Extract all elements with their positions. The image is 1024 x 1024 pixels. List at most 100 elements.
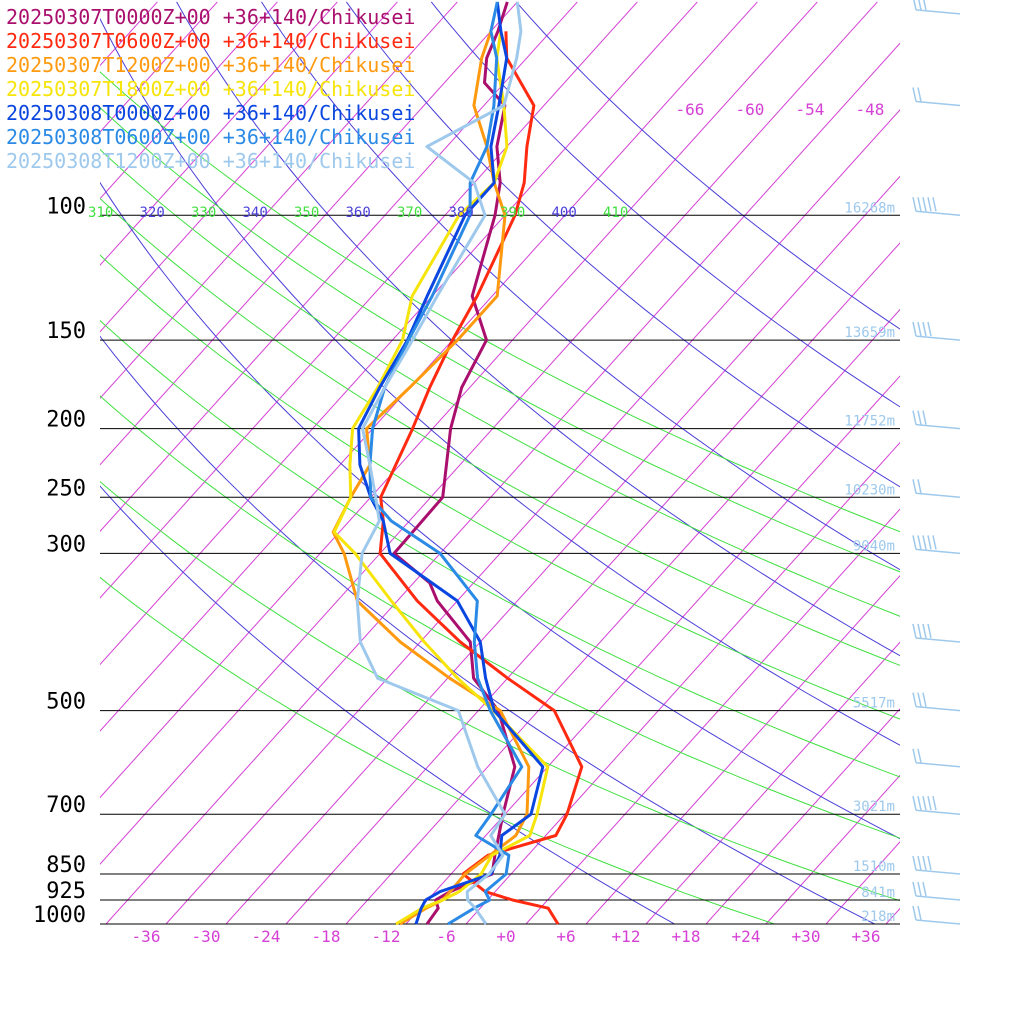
- height-label: 11752m: [844, 414, 895, 430]
- wind-barb-flag: [923, 0, 927, 11]
- wind-barb-flag: [922, 855, 927, 871]
- legend-entry: 20250308T0600Z+00 +36+140/Chikusei: [6, 125, 415, 149]
- isotherm-line: [525, 508, 900, 924]
- height-label: 10230m: [844, 482, 895, 498]
- theta-label: 350: [294, 205, 319, 221]
- isotherm-lines: [100, 1, 900, 924]
- pressure-tick-label: 200: [46, 408, 86, 433]
- theta-label: 320: [140, 205, 165, 221]
- temperature-tick-label: +36: [852, 927, 881, 946]
- legend-entry: 20250307T1800Z+00 +36+140/Chikusei: [6, 77, 415, 101]
- temperature-tick-label: +24: [732, 927, 761, 946]
- isotherm-line: [100, 1, 278, 200]
- height-label: 841m: [861, 885, 895, 901]
- temperature-tick-label: -30: [192, 927, 221, 946]
- wind-barb-staff: [915, 809, 961, 815]
- dry-adiabat-line: [176, 1, 900, 657]
- dry-adiabat-line: [261, 1, 900, 571]
- height-label: 3021m: [853, 799, 895, 815]
- dry-adiabat-line: [100, 181, 900, 840]
- wind-barb-flag: [932, 197, 937, 212]
- moist-adiabat-line: [100, 106, 900, 573]
- temperature-tick-label: -36: [132, 927, 161, 946]
- temperature-tick-label: +30: [792, 927, 821, 946]
- wind-barb-flag: [917, 748, 922, 763]
- isotherm-line: [105, 42, 900, 924]
- wind-barb-flag: [922, 692, 927, 707]
- wind-barb-flag: [913, 0, 917, 11]
- isotherm-line: [405, 375, 900, 924]
- wind-barb-flag: [917, 197, 922, 212]
- dry-adiabat-line: [100, 485, 675, 924]
- wind-barb-staff: [915, 335, 961, 341]
- moist-adiabat-line: [100, 71, 900, 533]
- height-label: 5517m: [853, 696, 895, 712]
- isotherm-line: [100, 1, 758, 732]
- isotherm-line: [825, 841, 900, 924]
- wind-barb-staff: [915, 895, 961, 901]
- potential-temperature-lines: [100, 1, 900, 924]
- theta-label: 360: [346, 205, 371, 221]
- isotherm-line: [885, 907, 900, 924]
- theta-label: 400: [552, 205, 577, 221]
- legend-entry: 20250307T1200Z+00 +36+140/Chikusei: [6, 53, 415, 77]
- wind-barb-flag: [927, 535, 932, 550]
- wind-barb-flag: [917, 796, 922, 811]
- wind-barb-flag: [912, 881, 917, 897]
- moist-adiabat-line: [100, 576, 775, 924]
- wind-barb-flag: [922, 197, 927, 212]
- isotherm-line: [100, 1, 398, 333]
- pressure-tick-label: 500: [46, 690, 86, 715]
- pressure-tick-label: 1000: [33, 903, 86, 928]
- legend-entry: 20250308T0000Z+00 +36+140/Chikusei: [6, 101, 415, 125]
- wind-barb-staff: [915, 9, 961, 15]
- wind-barb-flag: [917, 905, 922, 921]
- isotherm-label: -60: [736, 100, 765, 119]
- wind-barb-flag: [917, 535, 922, 550]
- temperature-tick-label: -6: [436, 927, 455, 946]
- wind-barb-staff: [915, 762, 961, 768]
- moist-adiabat-line: [100, 148, 900, 617]
- wind-barb-flag: [917, 479, 922, 494]
- wind-barb-flag: [932, 535, 937, 550]
- theta-label: 330: [191, 205, 216, 221]
- dry-adiabat-line: [515, 1, 900, 330]
- wind-barb-flag: [922, 623, 927, 639]
- legend-entry: 20250307T0600Z+00 +36+140/Chikusei: [6, 29, 415, 53]
- pressure-tick-label: 250: [46, 476, 86, 501]
- isotherm-line: [100, 1, 518, 466]
- isotherm-line: [225, 175, 900, 924]
- legend: 20250307T0000Z+00 +36+140/Chikusei202503…: [6, 5, 415, 173]
- wind-barb-flag: [912, 623, 917, 639]
- theta-label: 380: [449, 205, 474, 221]
- temperature-tick-label: -12: [372, 927, 401, 946]
- moist-adiabat-line: [100, 480, 900, 902]
- moist-adiabat-line: [100, 254, 900, 720]
- wind-barb-flag: [922, 881, 927, 897]
- isotherm-line: [645, 641, 900, 924]
- wind-barb-flag: [912, 535, 917, 550]
- wind-barb-flag: [927, 855, 932, 871]
- legend-entry: 20250308T1200Z+00 +36+140/Chikusei: [6, 149, 415, 173]
- wind-barb-staff: [915, 210, 961, 217]
- temperature-tick-label: +6: [556, 927, 575, 946]
- wind-barb-flag: [917, 410, 922, 425]
- dry-adiabat-line: [430, 1, 900, 408]
- wind-barb-flag: [927, 796, 932, 811]
- wind-barb-flag: [917, 623, 922, 639]
- isotherm-line: [585, 574, 900, 924]
- pressure-tick-label: 150: [46, 319, 86, 344]
- wind-barb-flag: [917, 881, 922, 897]
- pressure-tick-label: 925: [46, 879, 86, 904]
- equivalent-potential-temperature-lines: [100, 71, 900, 924]
- moist-adiabat-line: [100, 395, 900, 839]
- isotherm-label: -54: [796, 100, 825, 119]
- temperature-tick-label: -24: [252, 927, 281, 946]
- wind-barb-flag: [927, 623, 932, 639]
- temperature-tick-label: +12: [612, 927, 641, 946]
- isotherm-label: -66: [676, 100, 705, 119]
- temperature-profile-line: [355, 1, 523, 925]
- theta-label: 410: [603, 205, 628, 221]
- isotherm-line: [285, 242, 900, 924]
- dry-adiabat-line: [345, 1, 900, 488]
